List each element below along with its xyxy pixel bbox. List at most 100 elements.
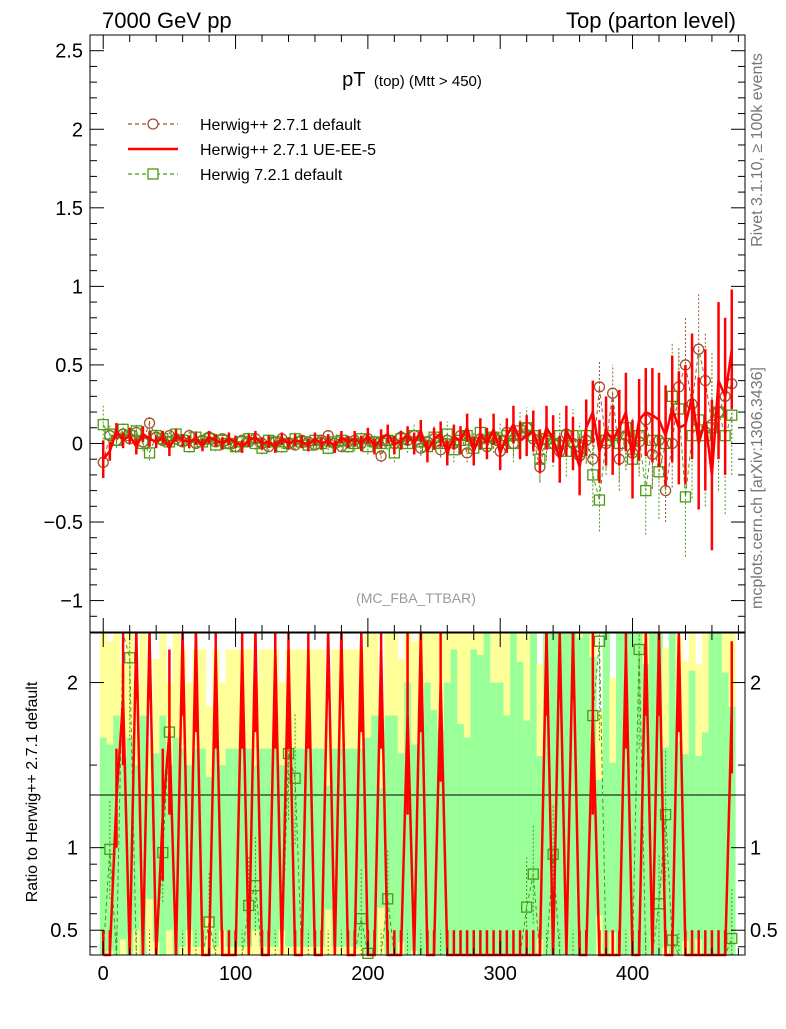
- ratio-band-inner: [172, 737, 180, 955]
- ratio-band-inner: [232, 748, 240, 947]
- ratio-band-inner: [99, 737, 108, 955]
- ratio-band-inner: [192, 748, 200, 947]
- ratio-band-inner: [463, 737, 471, 955]
- main-point-square: [726, 409, 738, 421]
- ratio-band-inner: [219, 765, 227, 931]
- ratio-band-inner: [582, 633, 591, 955]
- ratio-band-inner: [430, 710, 438, 955]
- ratio-band-inner: [543, 633, 551, 955]
- ratio-band-inner: [265, 748, 273, 947]
- ratio-band-inner: [536, 755, 544, 940]
- ratio-band-inner: [285, 748, 293, 947]
- header-right: Top (parton level): [566, 8, 736, 33]
- analysis-watermark: (MC_FBA_TTBAR): [356, 590, 476, 606]
- ratio-band-inner: [556, 633, 564, 955]
- ratio-band-inner: [179, 748, 187, 947]
- main-y-tick-label: 2.5: [55, 41, 83, 63]
- ratio-band-inner: [152, 753, 160, 943]
- main-y-tick-label: −1: [60, 591, 83, 613]
- legend-label: Herwig 7.2.1 default: [200, 167, 343, 184]
- ratio-band-inner: [615, 633, 624, 955]
- ratio-band-inner: [185, 765, 194, 931]
- ratio-y-tick-label: 1: [67, 838, 78, 860]
- main-title-suffix: (top) (Mtt > 450): [374, 73, 482, 90]
- mcplots-label: mcplots.cern.ch [arXiv:1306.3436]: [749, 367, 766, 609]
- ratio-band-inner: [351, 748, 359, 947]
- main-series-line: [102, 349, 733, 491]
- main-point-square: [130, 425, 142, 437]
- ratio-band-inner: [701, 732, 710, 955]
- main-point-square: [97, 418, 109, 431]
- main-frame: [89, 34, 746, 633]
- ratio-band-inner: [357, 748, 366, 947]
- main-y-tick-label: 1.5: [55, 198, 83, 220]
- ratio-y-ticks: 0.5 0.5 1 1 2 2: [50, 673, 778, 948]
- ratio-band-inner: [682, 754, 690, 942]
- ratio-band-inner: [563, 633, 571, 955]
- ratio-band-inner: [549, 633, 557, 955]
- ratio-band-inner: [212, 748, 220, 947]
- main-point-circle: [607, 387, 619, 399]
- ratio-y-axis-label: Ratio to Herwig++ 2.7.1 default: [24, 681, 41, 902]
- ratio-y-tick-label: 0.5: [50, 920, 78, 942]
- ratio-band-inner: [166, 765, 174, 931]
- ratio-band-inner: [298, 748, 306, 947]
- ratio-band-inner: [450, 649, 458, 955]
- ratio-y-tick-label-right: 2: [750, 673, 761, 695]
- ratio-band-inner: [642, 664, 650, 955]
- main-y-tick-label: 2: [72, 119, 83, 141]
- ratio-band-inner: [529, 633, 538, 955]
- ratio-x-ticks: 0 100 200 300 400: [98, 633, 739, 985]
- main-point-square: [679, 491, 692, 503]
- x-tick-label: 400: [616, 963, 649, 985]
- ratio-band-inner: [238, 748, 246, 947]
- main-y-tick-label: 0: [72, 433, 83, 455]
- ratio-band-inner: [391, 715, 399, 955]
- ratio-y-tick-label: 2: [67, 673, 78, 695]
- ratio-band-inner: [291, 748, 299, 947]
- main-series-1: [101, 289, 734, 551]
- ratio-band-inner: [622, 633, 630, 955]
- ratio-data-marks: [101, 632, 738, 959]
- ratio-band-inner: [245, 748, 253, 947]
- ratio-band-inner: [424, 682, 432, 955]
- ratio-point-square: [521, 901, 533, 913]
- ratio-band-inner: [377, 787, 385, 908]
- ratio-band-inner: [470, 649, 478, 955]
- ratio-band-inner: [344, 748, 352, 947]
- ratio-band-inner: [715, 633, 723, 955]
- ratio-point-square: [527, 868, 539, 880]
- ratio-band-inner: [397, 753, 405, 943]
- main-title-main: pT: [342, 69, 365, 91]
- ratio-band-inner: [417, 710, 425, 955]
- ratio-band-inner: [569, 633, 577, 955]
- main-y-ticks: −1 −0.5 0 0.5 1 1.5 2 2.5: [44, 41, 745, 617]
- ratio-band-inner: [371, 715, 379, 955]
- ratio-band-inner: [199, 748, 207, 947]
- ratio-band-inner: [410, 744, 418, 951]
- ratio-band-inner: [503, 715, 511, 955]
- main-x-ticks: [102, 35, 739, 632]
- ratio-band-inner: [629, 633, 637, 955]
- ratio-band-inner: [305, 748, 313, 947]
- ratio-band-inner: [252, 765, 260, 931]
- ratio-y-tick-label-right: 0.5: [750, 920, 778, 942]
- ratio-band-inner: [655, 633, 663, 955]
- ratio-band-inner: [708, 633, 716, 955]
- main-series-line: [102, 349, 734, 476]
- ratio-band-inner: [205, 776, 213, 919]
- legend-entry: Herwig 7.2.1 default: [128, 167, 343, 184]
- ratio-band-inner: [510, 633, 518, 955]
- legend-label: Herwig++ 2.7.1 UE-EE-5: [200, 142, 376, 159]
- ratio-band-inner: [695, 755, 703, 940]
- main-point-circle: [143, 417, 156, 429]
- ratio-band-inner: [119, 755, 127, 940]
- ratio-band-inner: [483, 633, 491, 955]
- ratio-panel: 0.5 0.5 1 1 2 2 0 100 200 300 400 Ratio to Herwig…: [24, 632, 778, 985]
- ratio-band-inner: [318, 748, 326, 947]
- ratio-band-inner: [576, 637, 584, 955]
- ratio-band-inner: [496, 682, 505, 955]
- ratio-point-square: [593, 635, 606, 647]
